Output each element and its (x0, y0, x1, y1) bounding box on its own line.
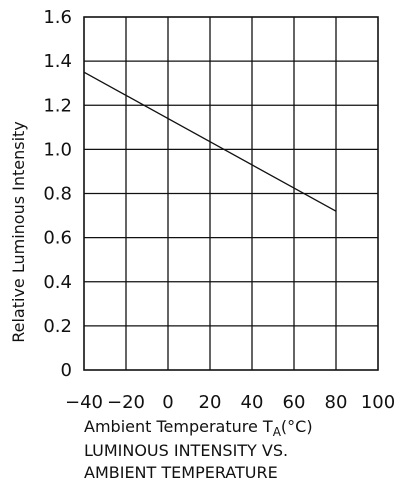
series-line (83, 71, 337, 212)
x-axis-label: Ambient Temperature TA(°C) (84, 417, 313, 439)
x-tick-label: 0 (162, 392, 173, 413)
series-layer (83, 71, 337, 212)
y-tick-label: 0.8 (43, 184, 72, 205)
plot-border (83, 16, 379, 371)
chart-caption-line-2: AMBIENT TEMPERATURE (84, 463, 278, 482)
x-axis-label-unit: (°C) (281, 417, 313, 436)
x-tick-label: 100 (361, 392, 395, 413)
y-tick-label: 0.2 (43, 316, 72, 337)
x-tick-label: −20 (107, 392, 145, 413)
y-tick-label: 1.4 (43, 51, 72, 72)
x-axis-label-subscript: A (273, 425, 282, 439)
x-tick-label: 40 (241, 392, 264, 413)
y-tick-label: 0.6 (43, 228, 72, 249)
x-tick-labels: −40 −20 0 20 40 60 80 100 (65, 392, 395, 413)
y-tick-label: 1.2 (43, 95, 72, 116)
y-tick-labels: 0 0.2 0.4 0.6 0.8 1.0 1.2 1.4 1.6 (43, 7, 72, 381)
y-tick-label: 0 (61, 360, 72, 381)
x-tick-label: 20 (199, 392, 222, 413)
y-axis-label: Relative Luminous Intensity (9, 121, 28, 343)
y-tick-label: 1.6 (43, 7, 72, 28)
x-tick-label: 80 (325, 392, 348, 413)
x-tick-label: −40 (65, 392, 103, 413)
x-tick-label: 60 (283, 392, 306, 413)
grid (84, 17, 378, 370)
y-tick-label: 1.0 (43, 139, 72, 160)
chart-caption-line-1: LUMINOUS INTENSITY VS. (84, 441, 288, 460)
x-axis-label-main: Ambient Temperature T (84, 417, 273, 436)
plot-frame (83, 16, 379, 371)
y-tick-label: 0.4 (43, 272, 72, 293)
